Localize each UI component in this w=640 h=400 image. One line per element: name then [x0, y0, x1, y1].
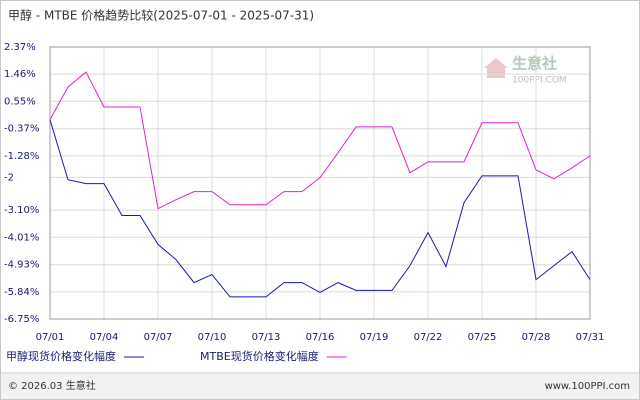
- y-tick-label: -4.01%: [4, 232, 39, 243]
- series-line: [49, 71, 591, 210]
- watermark-brand: 生意社: [512, 55, 557, 73]
- x-tick-label: 07/04: [90, 332, 119, 343]
- footer-bg: [1, 374, 639, 399]
- watermark-site: 100PPI.COM: [512, 76, 567, 86]
- x-tick-label: 07/10: [198, 332, 227, 343]
- x-tick-label: 07/31: [576, 332, 605, 343]
- x-tick-label: 07/16: [306, 332, 335, 343]
- watermark-logo: [484, 58, 508, 78]
- y-tick-label: -1.28%: [4, 151, 39, 162]
- plot-border: [49, 46, 591, 320]
- y-tick-label: -5.84%: [4, 287, 39, 298]
- legend-label: MTBE现货价格变化幅度: [200, 349, 319, 363]
- y-tick-label: 1.46%: [4, 69, 36, 80]
- series-line: [49, 119, 591, 298]
- y-tick-label: -0.37%: [4, 124, 39, 135]
- y-tick-label: 0.55%: [4, 96, 36, 107]
- footer-site: www.100PPI.com: [545, 381, 630, 392]
- footer-copyright: © 2026.03 生意社: [8, 379, 96, 392]
- x-tick-label: 07/25: [468, 332, 497, 343]
- y-tick-label: 2.37%: [4, 42, 36, 53]
- x-tick-label: 07/01: [36, 332, 65, 343]
- y-tick-label: -6.75%: [4, 314, 39, 325]
- x-tick-label: 07/07: [144, 332, 173, 343]
- y-tick-label: -4.93%: [4, 260, 39, 271]
- x-tick-label: 07/19: [360, 332, 389, 343]
- y-tick-label: -3.10%: [4, 205, 39, 216]
- legend-label: 甲醇现货价格变化幅度: [6, 349, 116, 363]
- chart-title: 甲醇 - MTBE 价格趋势比较(2025-07-01 - 2025-07-31…: [8, 8, 314, 23]
- y-tick-label: -2: [4, 172, 14, 183]
- x-tick-label: 07/22: [414, 332, 443, 343]
- x-tick-label: 07/13: [252, 332, 281, 343]
- x-tick-label: 07/28: [522, 332, 551, 343]
